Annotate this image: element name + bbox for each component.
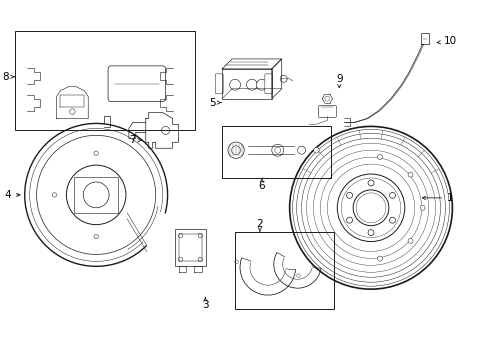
Bar — [15, 31, 196, 130]
Text: 1: 1 — [422, 193, 454, 203]
FancyBboxPatch shape — [265, 74, 273, 94]
Circle shape — [346, 192, 352, 198]
Text: 7: 7 — [129, 135, 142, 145]
Bar — [235, 231, 334, 309]
FancyBboxPatch shape — [215, 74, 223, 94]
Text: 3: 3 — [202, 297, 209, 310]
Circle shape — [230, 79, 241, 90]
Bar — [174, 229, 206, 266]
Text: 8: 8 — [2, 72, 15, 82]
FancyBboxPatch shape — [108, 66, 166, 102]
Text: 9: 9 — [336, 74, 343, 88]
Circle shape — [368, 230, 374, 235]
Circle shape — [228, 142, 244, 158]
Bar — [222, 126, 331, 178]
Circle shape — [346, 217, 352, 223]
Circle shape — [377, 154, 383, 159]
Circle shape — [390, 217, 395, 223]
Circle shape — [256, 79, 268, 90]
Circle shape — [368, 180, 374, 186]
Circle shape — [297, 146, 306, 154]
FancyBboxPatch shape — [318, 105, 336, 117]
Text: 10: 10 — [437, 36, 457, 46]
Text: 2: 2 — [257, 219, 263, 231]
Bar — [74, 177, 118, 213]
Circle shape — [408, 172, 413, 177]
Circle shape — [377, 256, 383, 261]
Text: 6: 6 — [259, 178, 265, 191]
Circle shape — [314, 148, 319, 153]
Text: 4: 4 — [4, 190, 20, 200]
Circle shape — [420, 205, 425, 210]
Circle shape — [246, 79, 257, 90]
Circle shape — [390, 192, 395, 198]
Circle shape — [408, 238, 413, 243]
Text: 5: 5 — [209, 98, 221, 108]
Circle shape — [272, 144, 284, 156]
Bar — [178, 234, 202, 261]
